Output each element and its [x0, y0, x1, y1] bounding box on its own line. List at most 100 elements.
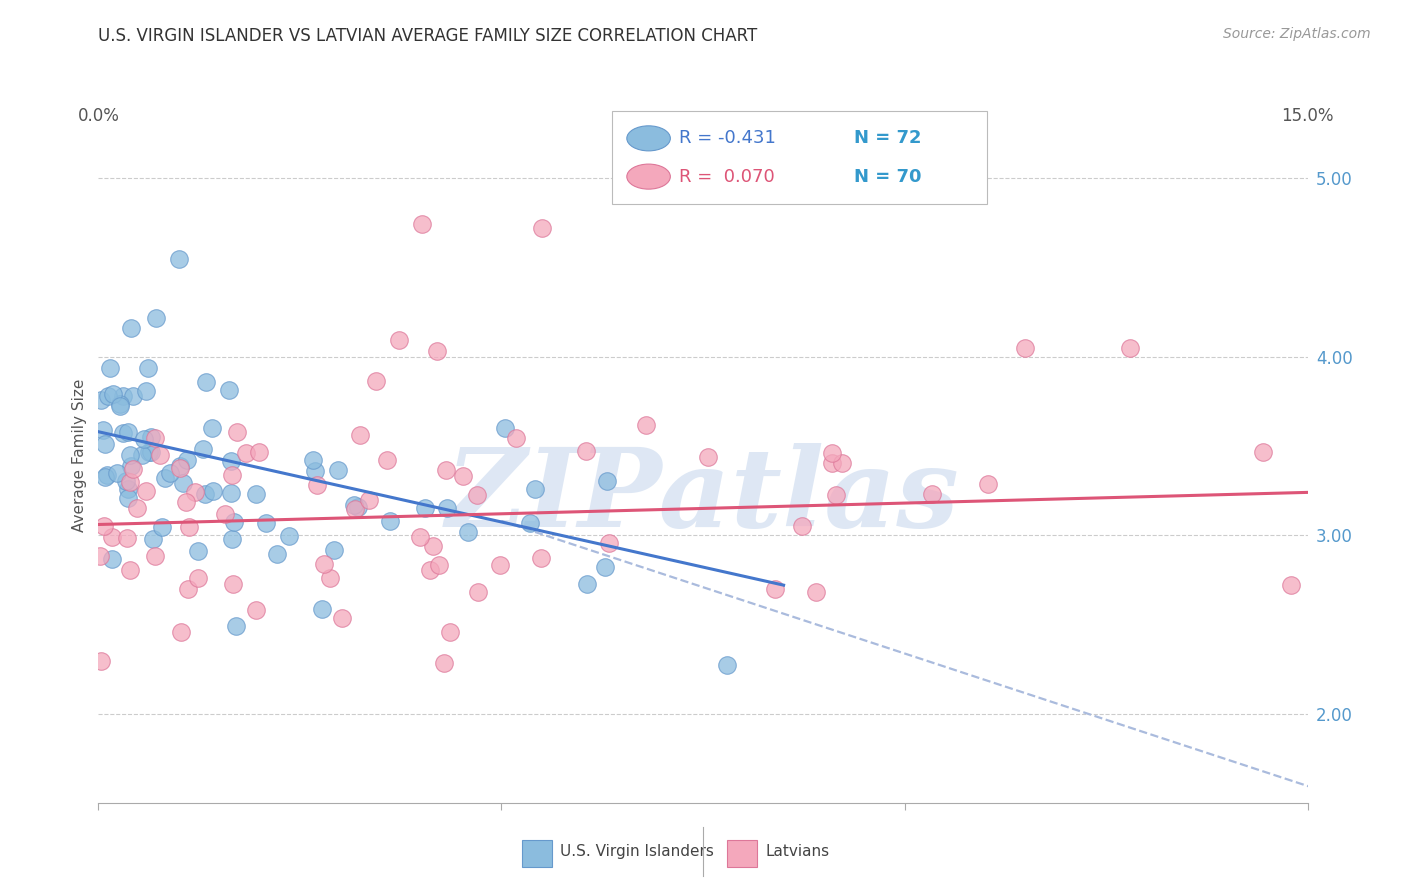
Point: [519, 516, 541, 530]
Point: [921, 487, 943, 501]
Text: Source: ZipAtlas.com: Source: ZipAtlas.com: [1223, 27, 1371, 41]
Point: [467, 584, 489, 599]
Point: [343, 498, 366, 512]
Point: [453, 468, 475, 483]
Point: [135, 483, 157, 498]
Point: [806, 584, 828, 599]
Text: R =  0.070: R = 0.070: [679, 168, 775, 186]
Point: [304, 464, 326, 478]
Point: [494, 421, 516, 435]
Text: 0.0%: 0.0%: [77, 107, 120, 125]
Point: [105, 466, 128, 480]
Point: [90, 393, 112, 408]
Text: ZIPatlas: ZIPatlas: [446, 443, 960, 550]
Point: [117, 491, 139, 506]
Point: [115, 531, 138, 545]
Point: [235, 446, 257, 460]
Point: [134, 432, 156, 446]
Point: [138, 360, 160, 375]
Point: [825, 488, 848, 502]
Point: [530, 551, 553, 566]
Point: [101, 551, 124, 566]
Point: [131, 448, 153, 462]
Point: [245, 487, 267, 501]
Point: [90, 654, 112, 668]
Point: [187, 571, 209, 585]
Point: [214, 507, 236, 521]
Point: [307, 477, 329, 491]
Point: [343, 502, 366, 516]
Point: [419, 563, 441, 577]
Text: N = 72: N = 72: [855, 129, 922, 147]
Point: [110, 397, 132, 411]
Point: [221, 467, 243, 482]
Point: [170, 625, 193, 640]
Point: [120, 448, 142, 462]
Point: [226, 425, 249, 439]
Point: [319, 571, 342, 585]
Point: [183, 484, 205, 499]
Point: [120, 321, 142, 335]
Point: [145, 311, 167, 326]
Point: [142, 532, 165, 546]
Point: [97, 389, 120, 403]
Point: [380, 514, 402, 528]
Point: [375, 452, 398, 467]
Point: [153, 471, 176, 485]
Text: 15.0%: 15.0%: [1281, 107, 1334, 125]
Point: [193, 442, 215, 456]
Point: [359, 492, 381, 507]
Point: [1281, 578, 1303, 592]
Point: [427, 558, 450, 573]
Point: [249, 444, 271, 458]
Point: [176, 582, 198, 596]
Point: [411, 217, 433, 231]
Point: [524, 483, 547, 497]
Point: [112, 425, 135, 440]
Point: [167, 252, 190, 266]
Point: [364, 374, 387, 388]
Point: [117, 425, 139, 439]
Point: [118, 475, 141, 489]
Point: [176, 453, 198, 467]
Point: [977, 477, 1000, 491]
Point: [127, 501, 149, 516]
Point: [576, 577, 599, 591]
Point: [436, 501, 458, 516]
Point: [114, 474, 136, 488]
Point: [159, 466, 181, 480]
Point: [224, 515, 246, 529]
Y-axis label: Average Family Size: Average Family Size: [72, 378, 87, 532]
Point: [636, 418, 658, 433]
Point: [254, 516, 277, 530]
Point: [422, 539, 444, 553]
Point: [1014, 341, 1036, 355]
Point: [202, 483, 225, 498]
Point: [143, 431, 166, 445]
Point: [409, 531, 432, 545]
Point: [117, 483, 139, 497]
Point: [1251, 445, 1274, 459]
Text: R = -0.431: R = -0.431: [679, 129, 776, 147]
Point: [219, 486, 242, 500]
Point: [598, 536, 620, 550]
Point: [93, 423, 115, 437]
FancyBboxPatch shape: [613, 111, 987, 204]
Point: [505, 431, 527, 445]
Point: [152, 520, 174, 534]
Point: [349, 428, 371, 442]
Point: [143, 549, 166, 563]
Point: [593, 560, 616, 574]
Point: [328, 463, 350, 477]
Point: [596, 474, 619, 488]
Point: [89, 549, 111, 564]
Point: [201, 421, 224, 435]
Point: [330, 610, 353, 624]
Point: [101, 530, 124, 544]
Point: [433, 657, 456, 671]
Point: [821, 456, 844, 470]
Point: [322, 543, 344, 558]
Point: [96, 468, 118, 483]
Circle shape: [627, 126, 671, 151]
Text: N = 70: N = 70: [855, 168, 922, 186]
